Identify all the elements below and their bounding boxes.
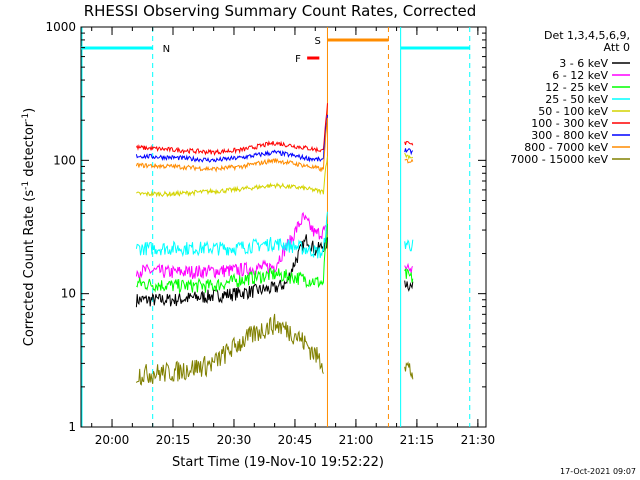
y-axis-label-end: ) [22, 108, 37, 113]
y-axis-label: Corrected Count Rate (s-1 detector-1) [21, 108, 37, 346]
legend-entry-label: 7000 - 15000 keV [510, 153, 608, 166]
series-line [404, 239, 414, 252]
x-tick-label: 20:45 [278, 433, 313, 447]
series-line [135, 313, 324, 386]
series-line [136, 156, 328, 198]
y-axis: 1 10 100 1000 [45, 20, 486, 434]
x-tick-label: 20:15 [156, 433, 191, 447]
saa-label: S [314, 36, 320, 47]
legend-entry-label: 300 - 800 keV [531, 129, 608, 142]
series-line [135, 117, 328, 173]
series-line [404, 280, 414, 292]
y-axis-label-mid: detector [22, 121, 37, 181]
legend-entry-label: 50 - 100 keV [538, 105, 608, 118]
x-tick-label: 20:30 [217, 433, 252, 447]
series-line [135, 234, 328, 308]
x-tick-label: 20:00 [95, 433, 130, 447]
legend-header-line1: Det 1,3,4,5,6,9, [544, 29, 630, 42]
y-tick-label: 1000 [45, 20, 76, 34]
chart-title: RHESSI Observing Summary Count Rates, Co… [84, 2, 477, 20]
plot-frame [80, 26, 487, 428]
x-tick-label: 21:15 [400, 433, 435, 447]
legend-entry-label: 3 - 6 keV [559, 57, 608, 70]
night-label: N [163, 44, 170, 55]
x-axis: 20:00 20:15 20:30 20:45 21:00 21:15 21:30 [91, 27, 496, 447]
legend-entry-label: 800 - 7000 keV [524, 141, 608, 154]
series-line [404, 148, 414, 156]
y-tick-label: 10 [61, 287, 76, 301]
observing-state-layer: N F S [81, 27, 471, 427]
y-axis-label-main: Corrected Count Rate (s [22, 190, 37, 347]
y-axis-label-sup1: -1 [21, 181, 31, 190]
series-line [404, 262, 414, 274]
y-axis-label-sup2: -1 [21, 113, 31, 122]
y-tick-label: 1 [68, 420, 76, 434]
x-tick-label: 21:30 [461, 433, 496, 447]
y-tick-label: 100 [53, 153, 76, 167]
series-line [404, 158, 414, 164]
x-axis-label: Start Time (19-Nov-10 19:52:22) [172, 455, 384, 470]
series-line [135, 114, 328, 163]
series-line [135, 211, 328, 259]
series-line [135, 103, 328, 156]
series-line [404, 152, 414, 161]
generation-timestamp: 17-Oct-2021 09:07 [560, 467, 636, 476]
series-line [404, 361, 414, 380]
legend-entry-label: 12 - 25 keV [545, 81, 608, 94]
series-layer [135, 103, 414, 386]
series-line [404, 140, 414, 146]
legend-entry-label: 25 - 50 keV [545, 93, 608, 106]
series-line [135, 211, 328, 280]
series-line [136, 223, 328, 294]
x-tick-label: 21:00 [339, 433, 374, 447]
legend-entry-label: 100 - 300 keV [531, 117, 608, 130]
legend-entry-label: 6 - 12 keV [552, 69, 608, 82]
series-line [404, 268, 414, 283]
legend-header-line2: Att 0 [604, 41, 630, 54]
flare-label: F [295, 54, 301, 65]
